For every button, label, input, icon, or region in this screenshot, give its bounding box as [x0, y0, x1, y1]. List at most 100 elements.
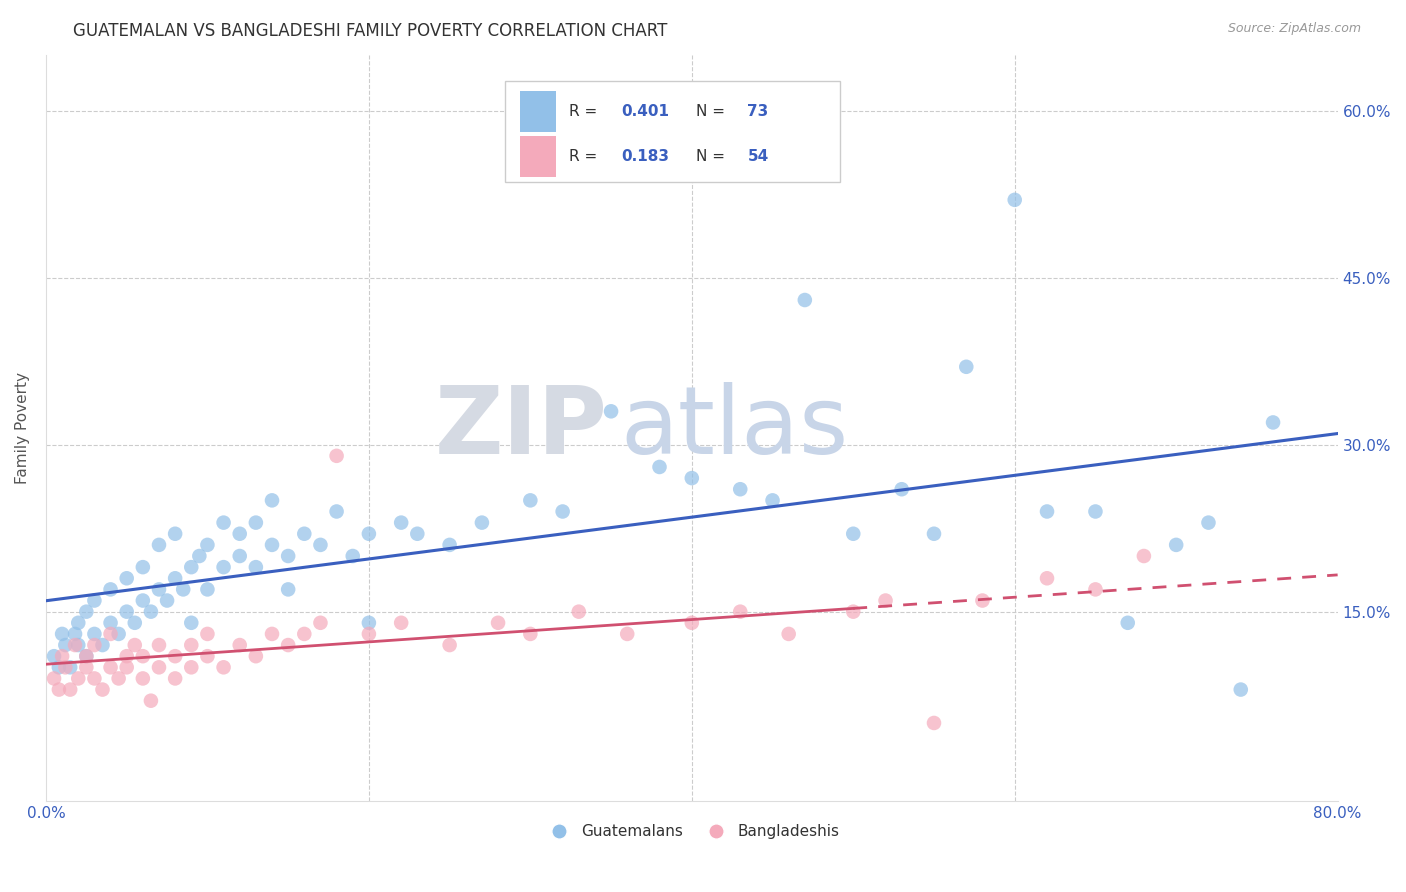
FancyBboxPatch shape	[505, 81, 841, 182]
Point	[59, 682, 82, 697]
Point	[922, 526, 945, 541]
Point	[389, 516, 412, 530]
Point	[1004, 193, 1026, 207]
Point	[357, 615, 380, 630]
Point	[53, 638, 76, 652]
Point	[228, 549, 250, 563]
Point	[63, 627, 86, 641]
Point	[309, 615, 332, 630]
Text: Source: ZipAtlas.com: Source: ZipAtlas.com	[1227, 22, 1361, 36]
Point	[325, 449, 347, 463]
Point	[165, 571, 187, 585]
Point	[156, 593, 179, 607]
Point	[1084, 504, 1107, 518]
Legend: Guatemalans, Bangladeshis: Guatemalans, Bangladeshis	[538, 818, 845, 846]
Point	[180, 660, 202, 674]
Point	[148, 582, 170, 597]
Point	[67, 615, 90, 630]
Point	[890, 482, 912, 496]
Point	[132, 593, 155, 607]
Point	[83, 638, 105, 652]
Point	[63, 638, 86, 652]
Text: 0.401: 0.401	[621, 104, 669, 119]
Point	[260, 538, 283, 552]
Point	[245, 649, 267, 664]
Point	[1036, 571, 1059, 585]
Point	[260, 627, 283, 641]
Point	[132, 649, 155, 664]
Point	[107, 627, 129, 641]
Point	[53, 660, 76, 674]
Point	[212, 560, 235, 574]
Point	[75, 660, 97, 674]
Bar	[520, 136, 557, 178]
Point	[83, 672, 105, 686]
Point	[245, 560, 267, 574]
Point	[406, 526, 429, 541]
Point	[180, 560, 202, 574]
Point	[277, 638, 299, 652]
Point	[75, 649, 97, 664]
Point	[115, 660, 138, 674]
Text: R =: R =	[569, 149, 602, 164]
Point	[1261, 416, 1284, 430]
Point	[439, 638, 461, 652]
Point	[389, 615, 412, 630]
Point	[519, 493, 541, 508]
Point	[132, 560, 155, 574]
Point	[165, 649, 187, 664]
Text: N =: N =	[696, 149, 730, 164]
Point	[1166, 538, 1188, 552]
Point	[51, 627, 73, 641]
Point	[165, 526, 187, 541]
Point	[165, 672, 187, 686]
Point	[761, 493, 783, 508]
Point	[148, 660, 170, 674]
Point	[357, 627, 380, 641]
Point	[325, 504, 347, 518]
Text: 73: 73	[748, 104, 769, 119]
Point	[42, 672, 65, 686]
Point	[519, 627, 541, 641]
Point	[292, 627, 315, 641]
Point	[100, 627, 122, 641]
Point	[212, 660, 235, 674]
Text: 54: 54	[748, 149, 769, 164]
Point	[728, 482, 751, 496]
Point	[124, 638, 146, 652]
Point	[51, 649, 73, 664]
Text: atlas: atlas	[621, 382, 849, 474]
Point	[124, 615, 146, 630]
Point	[1229, 682, 1251, 697]
Point	[197, 649, 219, 664]
Point	[188, 549, 211, 563]
Point	[148, 538, 170, 552]
Point	[1084, 582, 1107, 597]
Point	[357, 526, 380, 541]
Point	[486, 615, 509, 630]
Point	[115, 649, 138, 664]
Point	[228, 526, 250, 541]
Point	[115, 571, 138, 585]
Point	[778, 627, 800, 641]
Point	[277, 549, 299, 563]
Point	[842, 605, 865, 619]
Point	[67, 672, 90, 686]
Point	[83, 627, 105, 641]
Point	[616, 627, 638, 641]
Point	[228, 638, 250, 652]
Point	[277, 582, 299, 597]
Point	[91, 682, 114, 697]
Point	[309, 538, 332, 552]
Point	[59, 660, 82, 674]
Point	[180, 615, 202, 630]
Point	[91, 638, 114, 652]
Point	[197, 582, 219, 597]
Point	[115, 605, 138, 619]
Y-axis label: Family Poverty: Family Poverty	[15, 372, 30, 484]
Point	[197, 538, 219, 552]
Point	[212, 516, 235, 530]
Point	[972, 593, 994, 607]
Point	[600, 404, 623, 418]
Text: 0.183: 0.183	[621, 149, 669, 164]
